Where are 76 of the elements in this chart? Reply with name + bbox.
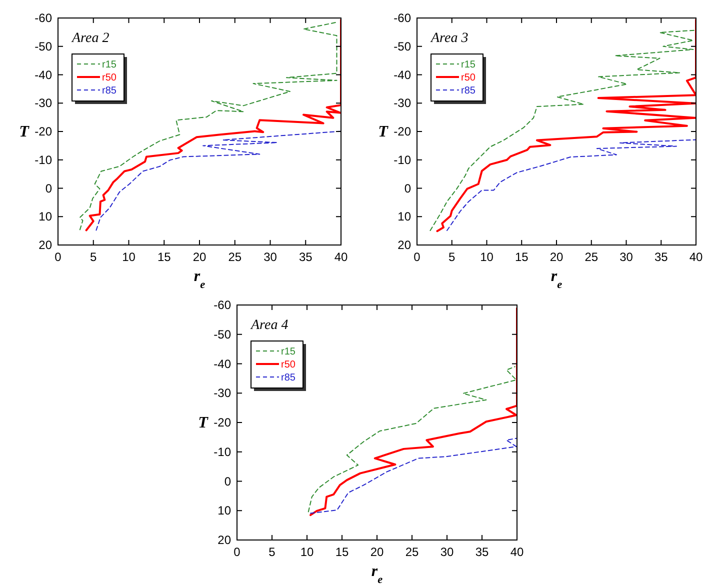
x-tick-label: 35 bbox=[475, 545, 489, 559]
x-tick-label: 20 bbox=[192, 250, 206, 264]
y-tick-label: 20 bbox=[398, 238, 412, 252]
x-tick-label: 5 bbox=[448, 250, 456, 264]
y-tick-label: -60 bbox=[394, 11, 412, 25]
y-tick-label: -30 bbox=[394, 96, 412, 110]
y-tick-label: -50 bbox=[394, 39, 412, 54]
text: Area 4 bbox=[250, 318, 288, 333]
y-tick-label: 20 bbox=[38, 238, 52, 252]
x-tick-label: 25 bbox=[228, 250, 242, 264]
y-tick-label: -10 bbox=[394, 152, 412, 167]
legend-label: r85 bbox=[281, 372, 296, 384]
y-tick-label: -40 bbox=[34, 68, 52, 82]
y-tick-label: -20 bbox=[34, 124, 52, 138]
x-tick-label: 25 bbox=[405, 545, 419, 559]
x-tick-label: 30 bbox=[264, 250, 278, 264]
line-series bbox=[308, 366, 517, 512]
legend-label: r85 bbox=[102, 86, 117, 96]
y-tick-label: -60 bbox=[34, 11, 52, 25]
x-tick-label: 10 bbox=[300, 545, 314, 559]
text: Area 3 bbox=[430, 31, 468, 46]
x-tick-label: 0 bbox=[54, 250, 62, 264]
y-tick-label: 20 bbox=[218, 533, 232, 547]
x-axis-title: r$_{e}$ bbox=[194, 268, 206, 291]
y-tick-label: 10 bbox=[398, 210, 412, 224]
y-axis-title: T bbox=[198, 414, 210, 432]
line-series bbox=[446, 139, 696, 232]
x-tick-label: 10 bbox=[480, 250, 494, 264]
x-tick-label: 0 bbox=[234, 545, 241, 559]
y-tick-label: -20 bbox=[214, 416, 232, 430]
x-axis-title: r$_{e}$ bbox=[550, 268, 562, 291]
legend-label: r50 bbox=[102, 72, 117, 84]
x-tick-label: 15 bbox=[514, 250, 529, 264]
y-tick-label: -10 bbox=[34, 152, 52, 167]
x-tick-label: 30 bbox=[440, 545, 454, 559]
x-tick-label: 40 bbox=[510, 545, 524, 559]
x-tick-label: 5 bbox=[90, 250, 98, 264]
y-tick-label: 10 bbox=[218, 504, 232, 518]
y-tick-label: -40 bbox=[394, 68, 412, 82]
line-series bbox=[310, 307, 517, 516]
y-tick-label: -30 bbox=[214, 386, 232, 400]
legend-label: r15 bbox=[461, 60, 476, 70]
x-tick-label: 40 bbox=[689, 250, 703, 264]
y-tick-label: 0 bbox=[224, 474, 232, 488]
y-tick-label: -10 bbox=[214, 444, 232, 459]
line-series bbox=[310, 438, 517, 514]
x-tick-label: 25 bbox=[584, 250, 598, 264]
x-tick-label: 15 bbox=[157, 250, 172, 264]
x-tick-label: 15 bbox=[335, 545, 349, 559]
x-tick-label: 40 bbox=[334, 250, 348, 264]
y-axis-title: T bbox=[378, 124, 390, 140]
x-tick-label: 0 bbox=[414, 250, 421, 264]
y-tick-label: 0 bbox=[404, 181, 412, 196]
x-axis-title: r$_{e}$ bbox=[371, 563, 383, 586]
legend-label: r15 bbox=[102, 60, 117, 70]
y-tick-label: -50 bbox=[34, 39, 52, 54]
legend-label: r50 bbox=[281, 360, 296, 370]
y-tick-label: -40 bbox=[214, 356, 232, 371]
y-tick-label: -30 bbox=[34, 96, 52, 110]
x-tick-label: 30 bbox=[620, 250, 634, 264]
text: Area 2 bbox=[71, 31, 110, 46]
y-tick-label: 0 bbox=[45, 181, 52, 196]
x-tick-label: 5 bbox=[268, 545, 276, 559]
legend-label: r15 bbox=[281, 346, 296, 358]
y-tick-label: -20 bbox=[394, 124, 412, 138]
x-tick-label: 10 bbox=[122, 250, 136, 264]
y-tick-label: 10 bbox=[38, 210, 52, 224]
x-tick-label: 35 bbox=[654, 250, 668, 264]
x-tick-label: 20 bbox=[370, 545, 384, 559]
legend-label: r50 bbox=[461, 72, 476, 84]
x-tick-label: 35 bbox=[298, 250, 313, 264]
x-tick-label: 20 bbox=[550, 250, 564, 264]
y-tick-label: -50 bbox=[214, 327, 232, 342]
y-axis-title: T bbox=[19, 124, 30, 140]
y-tick-label: -60 bbox=[214, 298, 232, 312]
legend-label: r85 bbox=[461, 86, 476, 96]
